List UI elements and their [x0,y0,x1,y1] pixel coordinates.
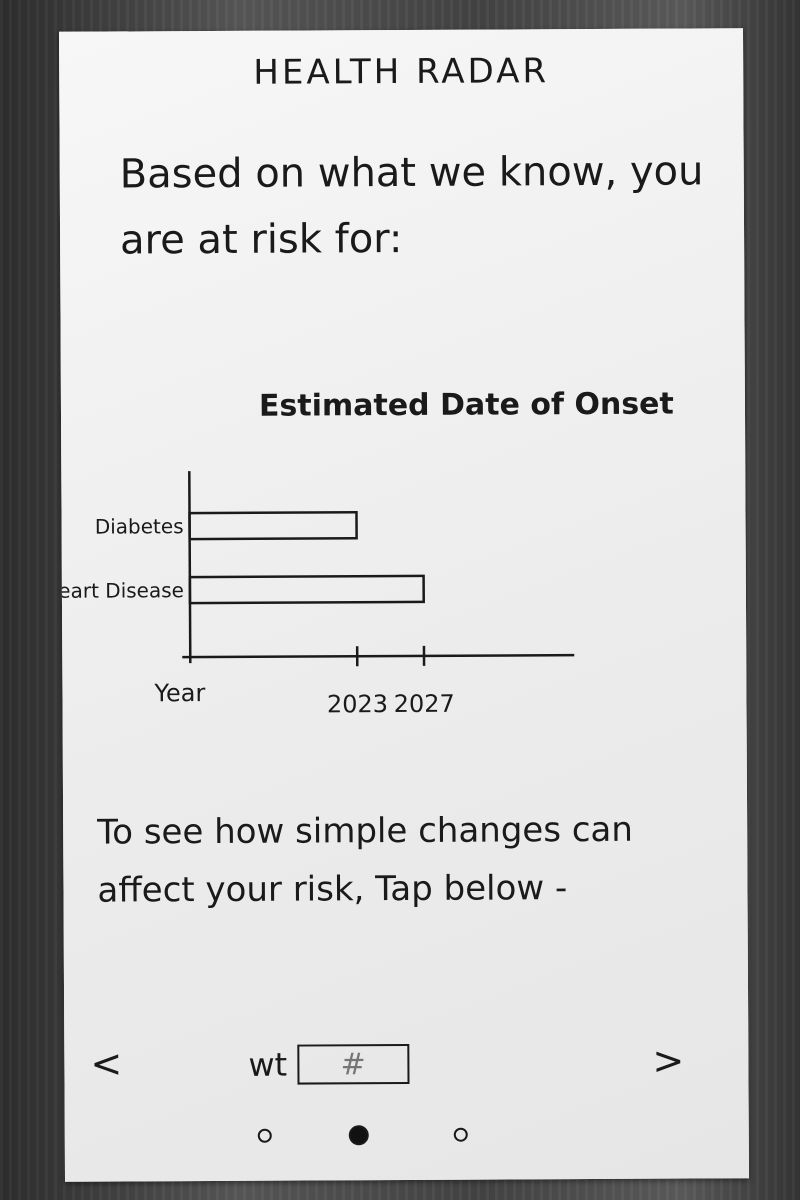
y-axis-line [188,471,192,664]
page-dot[interactable] [348,1125,369,1146]
chart-title: Estimated Date of Onset [258,386,674,424]
onset-bar-chart: Diabetes Heart Disease 2023 2027 Year [61,458,747,752]
x-tick-label: 2023 [327,690,388,718]
page-indicator [65,1124,749,1152]
next-button[interactable]: > [644,1038,692,1083]
page-dot[interactable] [257,1128,272,1143]
x-tick-label: 2027 [394,690,455,718]
app-title: HEALTH RADAR [253,51,550,93]
category-label: Diabetes [95,514,184,538]
page-dot[interactable] [453,1127,468,1142]
x-axis-line [182,653,575,659]
risk-intro-text: Based on what we know, you are at risk f… [119,148,704,264]
metric-carousel: < wt > [64,1028,748,1102]
prev-button[interactable]: < [82,1041,130,1085]
weight-label: wt [248,1045,288,1084]
weight-metric: wt [248,1043,410,1085]
x-axis-label: Year [153,679,205,707]
cta-instruction-text: To see how simple changes can affect you… [97,809,633,911]
phone-screen-card: HEALTH RADAR Based on what we know, you … [58,28,750,1182]
bar-diabetes [188,510,358,541]
chart-canvas: Diabetes Heart Disease 2023 2027 Year [61,471,575,718]
weight-input[interactable] [297,1043,410,1085]
bar-heart-disease [188,574,425,605]
category-label: Heart Disease [61,578,184,603]
